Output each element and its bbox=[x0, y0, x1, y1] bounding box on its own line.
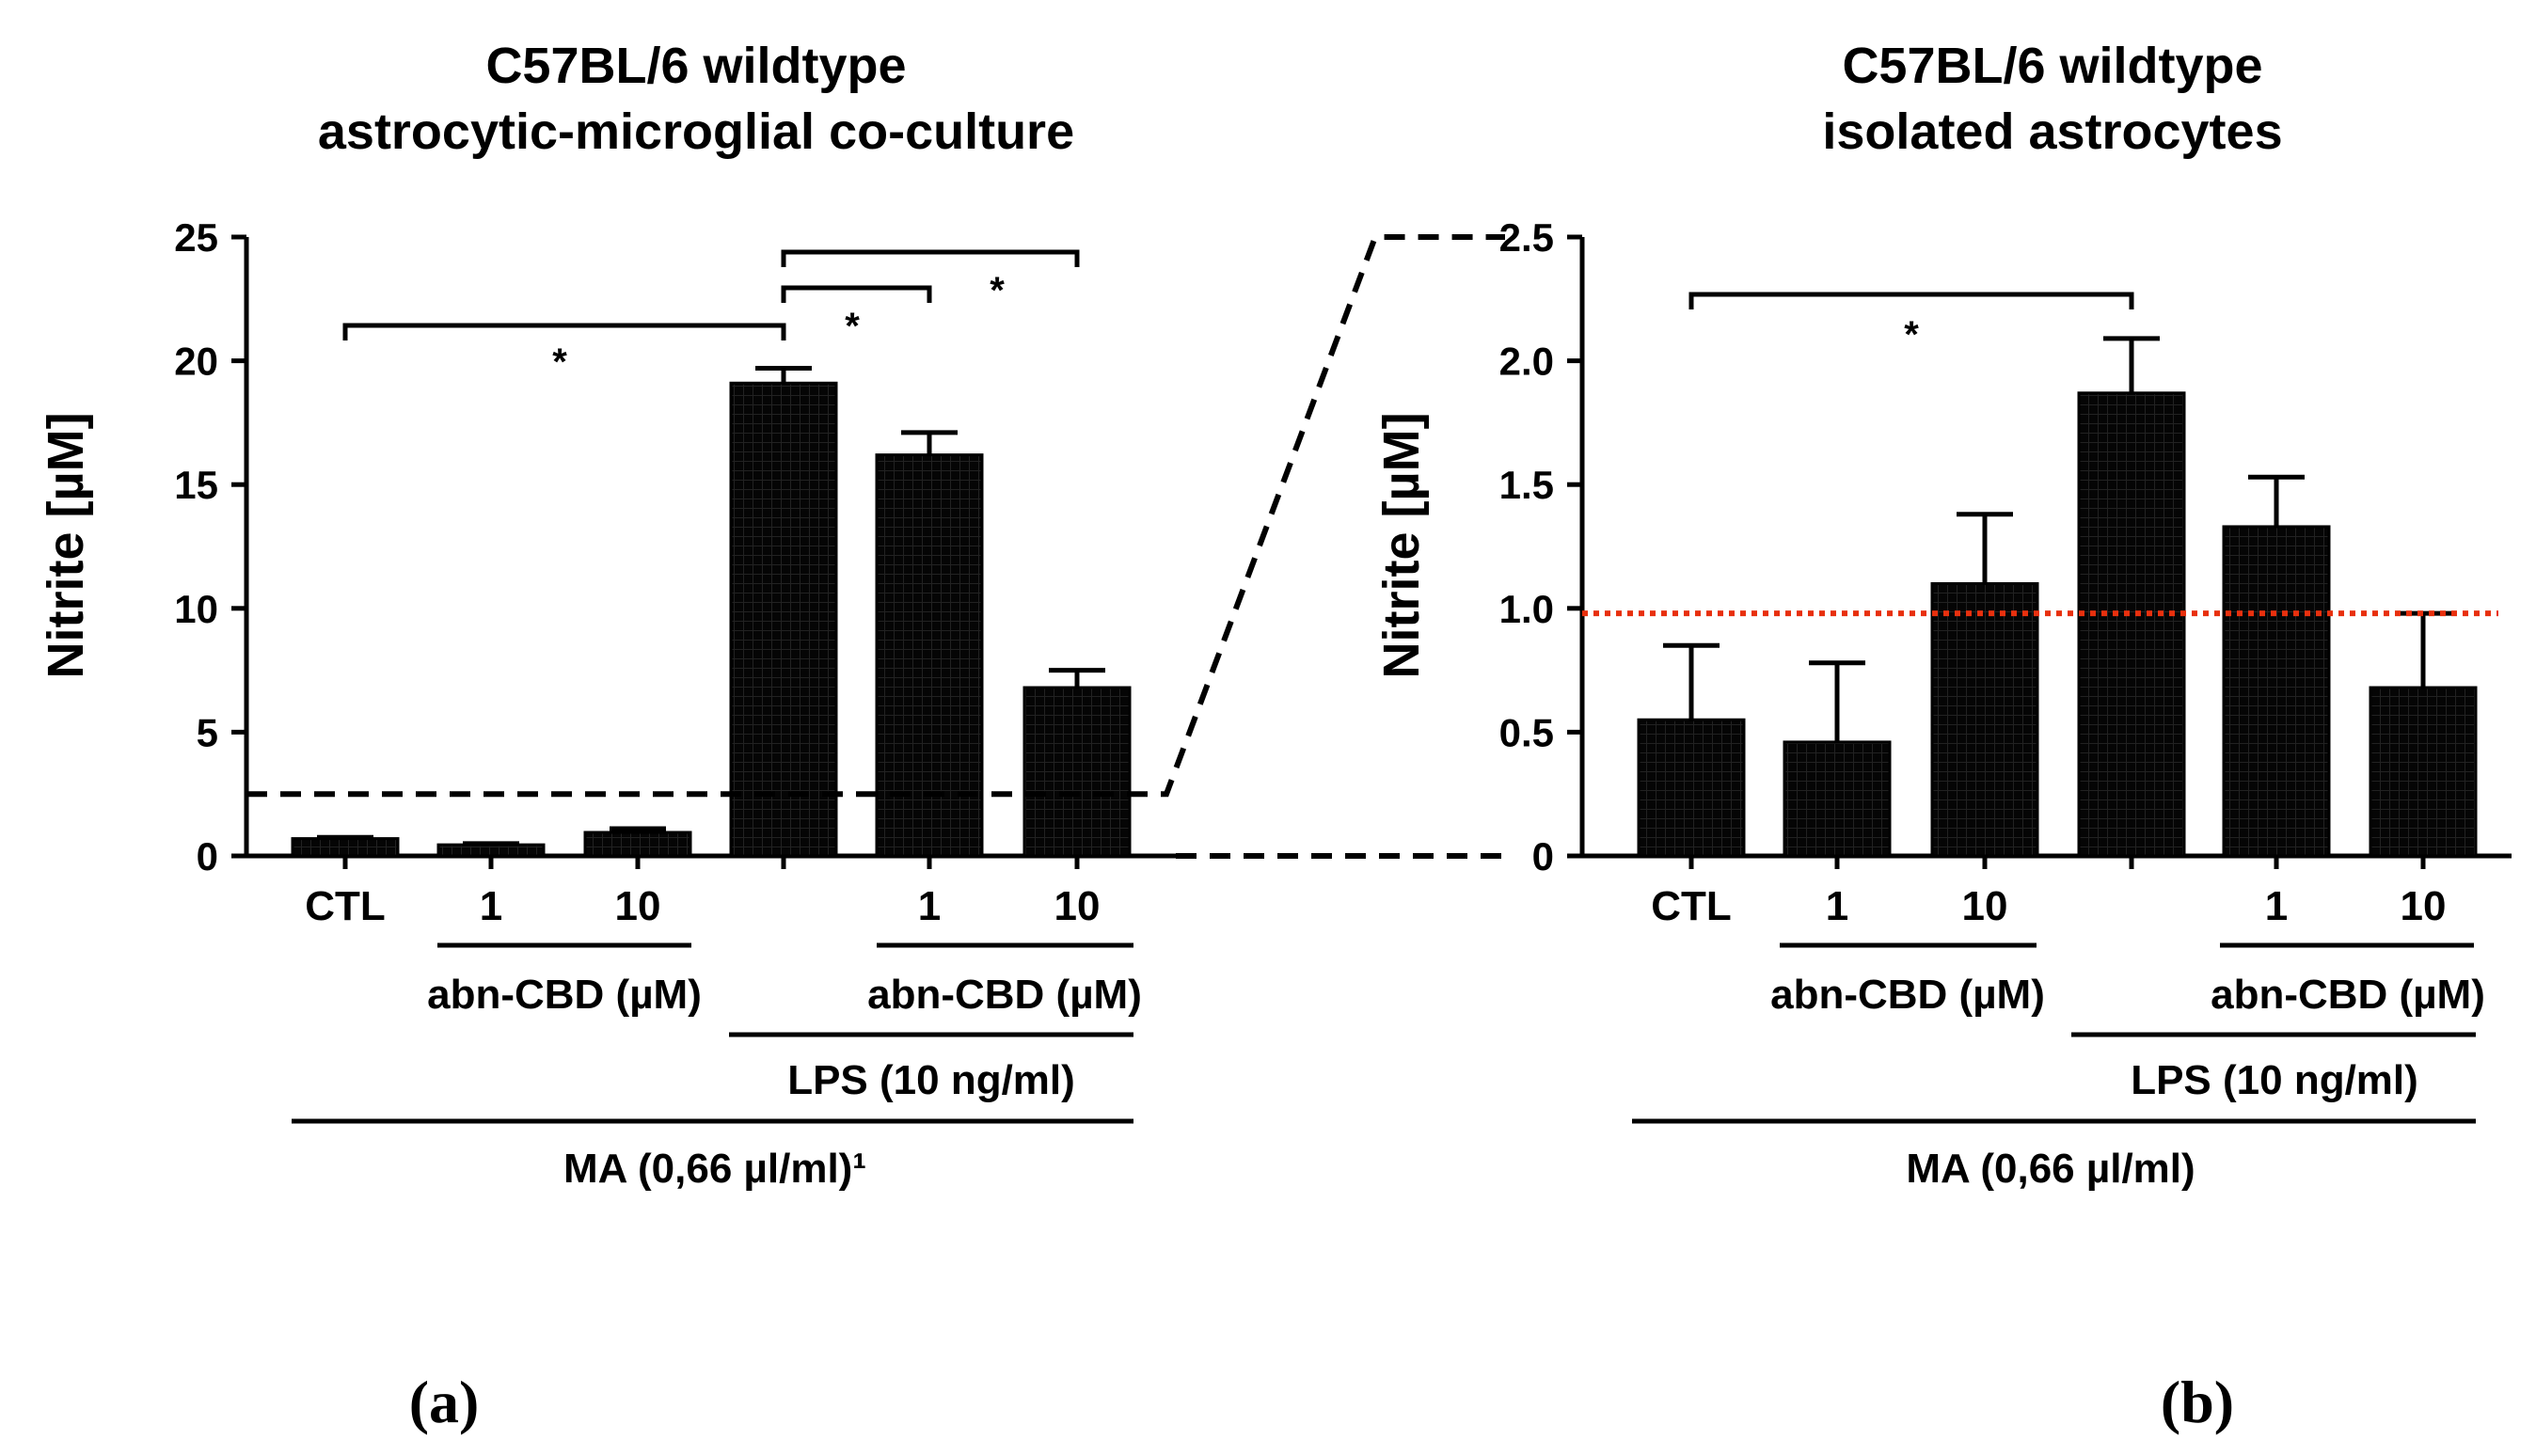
panel-a-y-tick-label: 20 bbox=[174, 340, 218, 384]
panel-a: C57BL/6 wildtype astrocytic-microglial c… bbox=[38, 38, 1176, 1435]
panel-a-category-label: CTL bbox=[305, 883, 386, 929]
panel-a-bar bbox=[875, 453, 984, 858]
panel-a-group-lines: abn-CBD (µM) abn-CBD (µM) LPS (10 ng/ml)… bbox=[292, 942, 1142, 1192]
panel-b-bar bbox=[1783, 740, 1892, 858]
panel-a-significance-bracket bbox=[781, 285, 932, 303]
panel-b-title-line1: C57BL/6 wildtype bbox=[1842, 38, 2262, 94]
panel-b-y-tick-label: 2.5 bbox=[1499, 215, 1554, 260]
panel-b-significance-label: * bbox=[1904, 314, 1919, 356]
panel-a-significance-label: * bbox=[552, 341, 567, 383]
panel-a-y-axis-label: Nitrite [µM] bbox=[38, 412, 94, 678]
panel-a-category-label: 1 bbox=[918, 883, 941, 929]
panel-b-category-label: 1 bbox=[2265, 883, 2288, 929]
panel-a-bar bbox=[291, 837, 400, 858]
panel-a-title-line2: astrocytic-microglial co-culture bbox=[318, 103, 1074, 160]
panel-a-significance-label: * bbox=[990, 270, 1005, 311]
panel-a-bar bbox=[729, 381, 838, 858]
panel-b-bar bbox=[2222, 525, 2331, 858]
panel-b-bar bbox=[2369, 686, 2478, 858]
panel-b-label: (b) bbox=[2161, 1369, 2234, 1435]
panel-b-category-label: 1 bbox=[1826, 883, 1848, 929]
panel-a-lps-label: LPS (10 ng/ml) bbox=[787, 1057, 1075, 1103]
panel-b-category-label: 10 bbox=[2401, 883, 2447, 929]
panel-a-y-tick-label: 25 bbox=[174, 215, 218, 260]
panel-a-y-tick-label: 10 bbox=[174, 587, 218, 631]
panel-b-bar bbox=[1637, 718, 1746, 858]
panel-a-bar bbox=[583, 831, 692, 858]
panel-a-category-label: 1 bbox=[480, 883, 502, 929]
panel-b-significance-bracket bbox=[1688, 292, 2134, 309]
panel-a-y-tick-label: 5 bbox=[197, 710, 218, 754]
panel-a-y-tick-label: 0 bbox=[197, 834, 218, 878]
panel-b-ma-label: MA (0,66 µl/ml) bbox=[1906, 1146, 2195, 1192]
panel-b-bar bbox=[1930, 581, 2039, 858]
panel-b-y-axis-label: Nitrite [µM] bbox=[1373, 412, 1430, 678]
panel-b-y-tick-label: 1.0 bbox=[1499, 587, 1554, 631]
panel-a-significance-bracket bbox=[342, 323, 786, 340]
panel-b-lps-label: LPS (10 ng/ml) bbox=[2131, 1057, 2418, 1103]
panel-a-abn-cbd-1-label: abn-CBD (µM) bbox=[427, 972, 702, 1018]
panel-a-title-line1: C57BL/6 wildtype bbox=[485, 38, 906, 94]
zoom-line-top bbox=[246, 234, 1505, 798]
panel-b-y-tick-label: 0 bbox=[1532, 834, 1554, 878]
panel-a-y-tick-label: 15 bbox=[174, 463, 218, 507]
panel-b-abn-cbd-2-label: abn-CBD (µM) bbox=[2211, 972, 2485, 1018]
zoom-connector bbox=[246, 234, 1505, 859]
panel-a-ma-label: MA (0,66 µl/ml)¹ bbox=[563, 1146, 866, 1192]
panel-b-group-lines: abn-CBD (µM) abn-CBD (µM) LPS (10 ng/ml)… bbox=[1632, 942, 2485, 1192]
panel-a-category-label: 10 bbox=[1054, 883, 1101, 929]
panel-a-significance-bracket bbox=[781, 249, 1080, 267]
panel-a-bar bbox=[1022, 686, 1132, 858]
panel-b-title-line2: isolated astrocytes bbox=[1822, 103, 2282, 160]
panel-a-abn-cbd-2-label: abn-CBD (µM) bbox=[867, 972, 1142, 1018]
panel-a-bar bbox=[436, 843, 546, 858]
panel-b-y-tick-label: 1.5 bbox=[1499, 463, 1554, 507]
panel-a-label: (a) bbox=[409, 1369, 480, 1435]
panel-b: C57BL/6 wildtype isolated astrocytes Nit… bbox=[1373, 38, 2512, 1435]
panel-b-y-tick-label: 0.5 bbox=[1499, 710, 1554, 754]
panel-b-y-tick-label: 2.0 bbox=[1499, 340, 1554, 384]
panel-a-significance-label: * bbox=[845, 306, 860, 347]
panel-b-bar bbox=[2077, 391, 2186, 858]
panel-b-abn-cbd-1-label: abn-CBD (µM) bbox=[1770, 972, 2045, 1018]
panel-b-category-label: CTL bbox=[1651, 883, 1732, 929]
panel-b-category-label: 10 bbox=[1962, 883, 2008, 929]
panel-a-category-label: 10 bbox=[615, 883, 661, 929]
